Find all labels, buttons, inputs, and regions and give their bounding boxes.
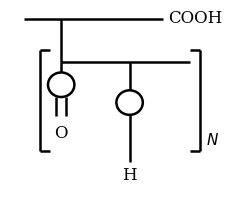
Text: O: O	[54, 125, 68, 142]
Text: COOH: COOH	[168, 10, 222, 27]
Text: H: H	[122, 167, 137, 184]
Text: $N$: $N$	[206, 132, 219, 148]
